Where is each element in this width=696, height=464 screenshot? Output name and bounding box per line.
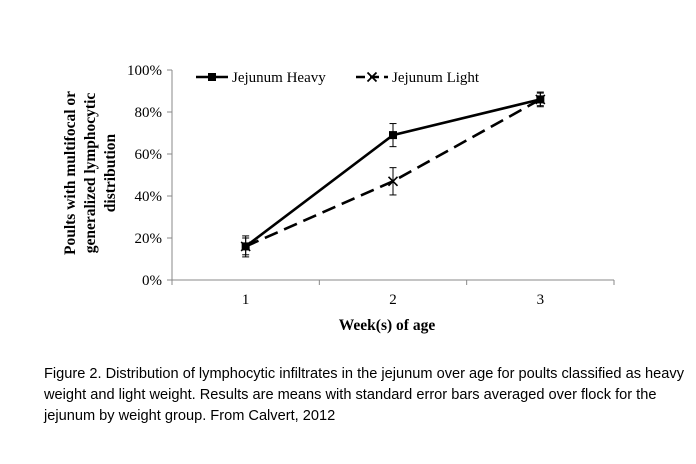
x-tick-label: 3 [537, 292, 545, 308]
data-point-x [240, 241, 251, 252]
data-point-square [389, 131, 397, 140]
line-chart: 0% 20% 40% 60% 80% 100% 1 2 3 Week(s) of age Poult… [62, 63, 615, 334]
x-tick-label: 1 [242, 292, 250, 308]
y-tick-label: 0% [142, 273, 162, 289]
y-tick-label: 100% [127, 63, 162, 79]
y-tick-label: 60% [135, 147, 163, 163]
y-tick-label: 40% [135, 189, 163, 205]
legend-label: Jejunum Light [392, 70, 480, 86]
y-tick-label: 20% [135, 231, 163, 247]
y-axis-title-line: generalized lymphocytic [82, 93, 99, 254]
x-tick-label: 2 [389, 292, 397, 308]
y-axis-title-line: distribution [102, 133, 119, 212]
legend-marker-x [366, 71, 378, 83]
y-tick-label: 80% [135, 105, 163, 121]
y-axis-title-line: Poults with multifocal or [62, 91, 79, 255]
data-point-x [535, 94, 546, 105]
figure-caption: Figure 2. Distribution of lymphocytic in… [44, 366, 684, 424]
x-axis-title: Week(s) of age [339, 317, 436, 334]
legend-label: Jejunum Heavy [232, 70, 326, 86]
legend-marker-square [208, 73, 216, 81]
data-point-x [387, 176, 399, 187]
series-line-2 [245, 98, 541, 248]
